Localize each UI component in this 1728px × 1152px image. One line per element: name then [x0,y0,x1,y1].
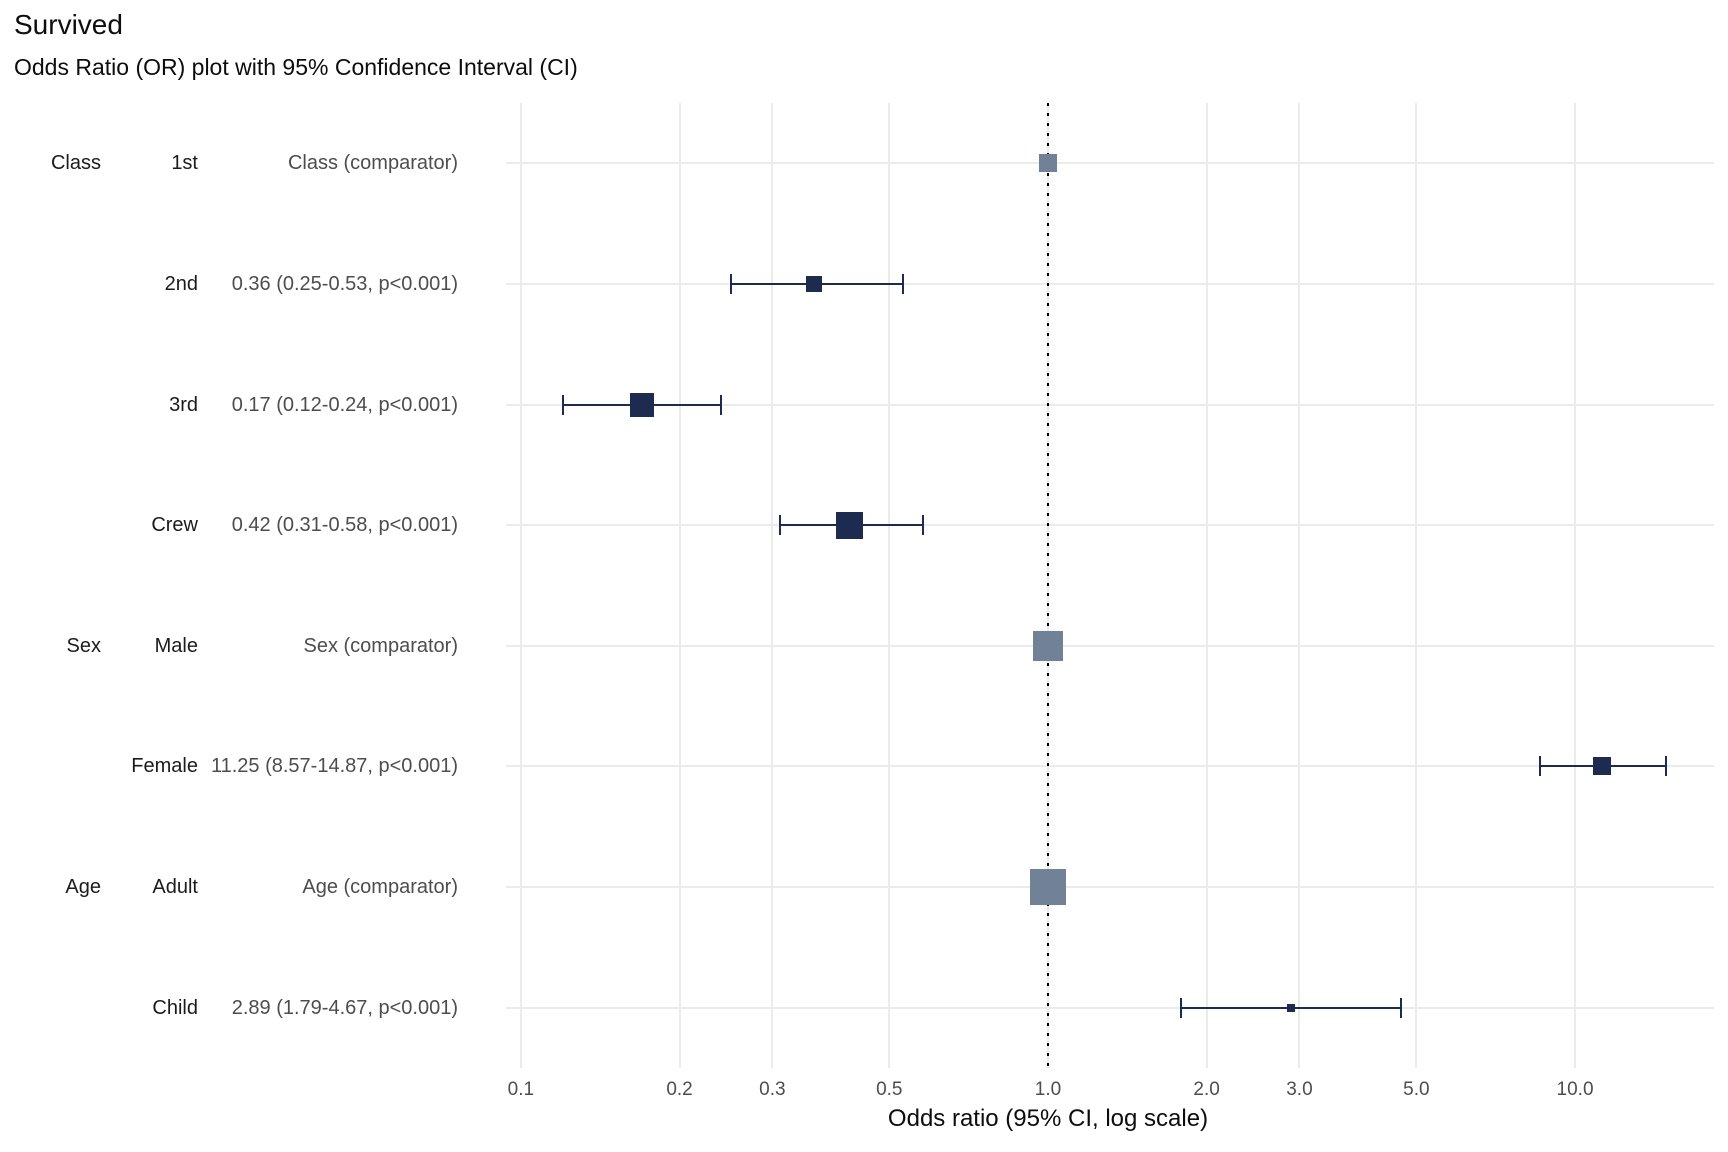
gridline-vertical [1298,103,1301,1068]
ci-whisker-cap-right [720,394,723,415]
ci-whisker-cap-left [1180,997,1183,1018]
x-axis-tick-label: 0.1 [507,1079,535,1100]
row-level-label: Child [152,996,198,1019]
odds-ratio-square-marker [630,392,655,417]
row-level-label: 3rd [169,393,198,416]
plot-subtitle: Odds Ratio (OR) plot with 95% Confidence… [14,54,578,80]
row-estimate-annotation: 11.25 (8.57-14.87, p<0.001) [210,755,458,778]
gridline-vertical [678,103,681,1068]
gridline-horizontal [506,282,1714,285]
row-estimate-annotation: Sex (comparator) [303,634,459,657]
row-estimate-annotation: Age (comparator) [302,876,458,899]
odds-ratio-square-marker [835,511,863,539]
ci-whisker-cap-left [729,273,732,294]
gridline-horizontal [506,162,1714,165]
gridline-vertical [1415,103,1418,1068]
gridline-horizontal [506,886,1714,889]
row-level-label: 1st [171,152,198,175]
gridline-horizontal [506,644,1714,647]
gridline-horizontal [506,524,1714,527]
x-axis-tick-label: 0.3 [759,1079,786,1100]
odds-ratio-square-marker [1286,1003,1295,1012]
row-level-label: 2nd [164,272,198,295]
ci-whisker-cap-right [1399,997,1402,1018]
gridline-vertical [888,103,891,1068]
plot-panel [506,103,1714,1068]
gridline-vertical [771,103,774,1068]
ci-whisker-cap-right [922,515,925,536]
x-axis-tick-label: 0.2 [666,1079,693,1100]
row-estimate-annotation: 0.36 (0.25-0.53, p<0.001) [231,272,458,295]
row-group-label: Age [65,876,101,899]
row-level-label: Male [154,634,198,657]
ci-whisker-cap-left [778,515,781,536]
row-estimate-annotation: 2.89 (1.79-4.67, p<0.001) [231,996,458,1019]
x-axis-tick-label: 10.0 [1556,1079,1594,1100]
gridline-vertical [519,103,522,1068]
x-axis-title: Odds ratio (95% CI, log scale) [887,1105,1209,1132]
row-estimate-annotation: Class (comparator) [287,152,458,175]
row-group-label: Sex [66,634,101,657]
odds-ratio-square-marker [806,275,823,292]
reference-line-or-1 [1046,103,1049,1068]
x-axis-tick-label: 2.0 [1193,1079,1220,1100]
row-level-label: Adult [152,876,198,899]
gridline-horizontal [506,765,1714,768]
row-group-label: Class [50,152,101,175]
plot-title: Survived [14,9,123,40]
ci-whisker-cap-right [1664,756,1667,777]
comparator-square-marker [1032,630,1063,661]
x-axis-tick-label: 1.0 [1034,1079,1062,1100]
ci-whisker-cap-left [1538,756,1541,777]
ci-whisker-cap-right [901,273,904,294]
gridline-horizontal [506,403,1714,406]
row-estimate-annotation: 0.42 (0.31-0.58, p<0.001) [231,514,458,537]
gridline-vertical [1205,103,1208,1068]
gridline-horizontal [506,1006,1714,1009]
x-axis-tick-label: 3.0 [1286,1079,1313,1100]
row-estimate-annotation: 0.17 (0.12-0.24, p<0.001) [231,393,458,416]
comparator-square-marker [1038,154,1057,173]
comparator-square-marker [1029,869,1066,906]
row-level-label: Crew [151,514,198,537]
x-axis-tick-label: 0.5 [876,1079,903,1100]
row-level-label: Female [131,755,198,778]
ci-whisker-cap-left [561,394,564,415]
gridline-vertical [1574,103,1577,1068]
odds-ratio-square-marker [1593,757,1611,776]
x-axis-tick-label: 5.0 [1403,1079,1430,1100]
